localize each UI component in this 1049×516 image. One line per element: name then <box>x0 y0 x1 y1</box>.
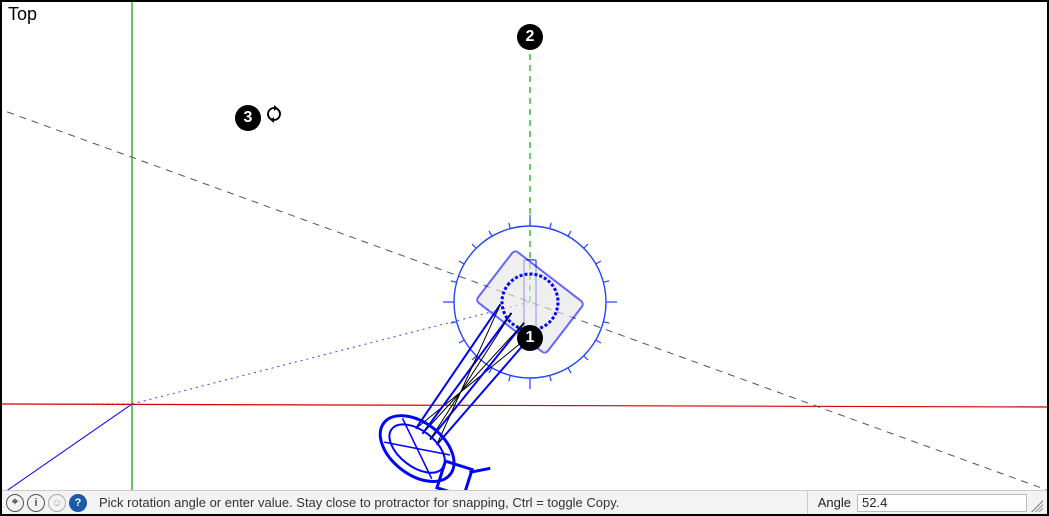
axis-x <box>2 404 1047 407</box>
axis-z-hint <box>2 404 132 490</box>
rotate-cursor-icon <box>265 105 283 123</box>
vcb-label: Angle <box>818 495 851 510</box>
status-icons: ⌖i☺? <box>6 494 87 512</box>
geo-location-icon[interactable]: ⌖ <box>6 494 24 512</box>
status-bar: ⌖i☺? Pick rotation angle or enter value.… <box>2 490 1047 514</box>
guide-diagonal <box>2 2 1047 490</box>
credits-icon[interactable]: i <box>27 494 45 512</box>
app-frame: Top 1 2 3 ⌖i☺? Pick rotation angle or ente… <box>0 0 1049 516</box>
resize-grip-icon <box>1031 494 1043 512</box>
help-icon[interactable]: ? <box>69 494 87 512</box>
viewport-3d[interactable]: Top 1 2 3 <box>2 2 1047 490</box>
callout-1: 1 <box>517 325 543 351</box>
status-hint: Pick rotation angle or enter value. Stay… <box>95 495 623 510</box>
vcb-input[interactable] <box>857 494 1027 512</box>
view-label: Top <box>8 4 37 25</box>
user-icon[interactable]: ☺ <box>48 494 66 512</box>
measurements-box: Angle <box>807 491 1027 514</box>
scene-svg <box>2 2 1047 490</box>
callout-3: 3 <box>235 105 261 131</box>
callout-2: 2 <box>517 24 543 50</box>
